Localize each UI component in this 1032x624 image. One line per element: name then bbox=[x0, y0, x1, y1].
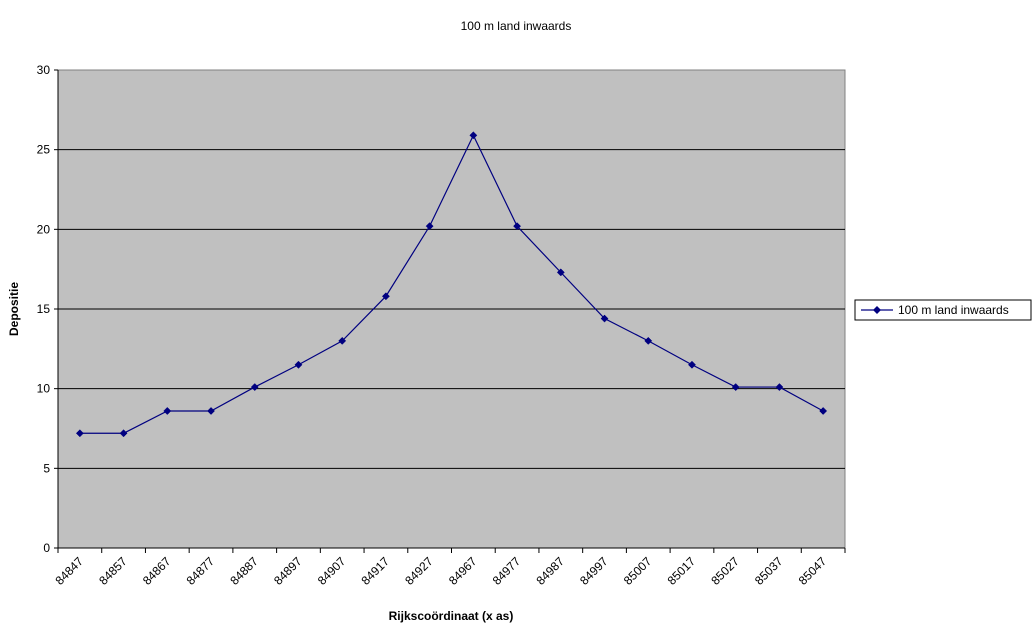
data-point bbox=[513, 222, 522, 231]
data-point bbox=[294, 360, 303, 369]
legend: 100 m land inwaards bbox=[854, 299, 1032, 321]
data-point bbox=[556, 268, 565, 277]
x-tick-label: 85037 bbox=[752, 554, 786, 588]
data-point bbox=[207, 407, 215, 415]
x-tick-label: 84887 bbox=[227, 554, 261, 588]
data-point bbox=[75, 429, 84, 438]
data-point bbox=[425, 222, 434, 231]
data-point bbox=[731, 383, 740, 392]
series-layer bbox=[75, 131, 828, 438]
data-point bbox=[644, 336, 653, 345]
x-axis-ticks: 84847 84857 84867 84877 84887 84897 84907 84917… bbox=[52, 548, 846, 588]
legend-box bbox=[854, 299, 1032, 321]
x-tick-label: 84907 bbox=[315, 554, 349, 588]
x-tick-label: 85007 bbox=[621, 554, 655, 588]
x-tick-label: 84867 bbox=[140, 554, 174, 588]
x-tick-label: 84847 bbox=[52, 554, 86, 588]
x-tick-label: 85047 bbox=[796, 554, 830, 588]
x-tick-label: 85017 bbox=[665, 554, 699, 588]
y-axis-title: Depositie bbox=[7, 282, 21, 336]
data-point bbox=[381, 292, 390, 301]
legend-series-marker bbox=[873, 306, 881, 314]
x-tick-label: 84977 bbox=[490, 554, 524, 588]
data-point bbox=[600, 314, 609, 323]
y-tick-label: 25 bbox=[37, 143, 51, 157]
chart-title: 100 m land inwaards bbox=[461, 19, 572, 33]
x-tick-label: 84927 bbox=[402, 554, 436, 588]
legend-series-label: 100 m land inwaards bbox=[898, 303, 1009, 317]
series-line bbox=[79, 133, 824, 434]
y-tick-label: 0 bbox=[43, 541, 50, 555]
y-tick-label: 10 bbox=[37, 382, 51, 396]
x-tick-label: 84987 bbox=[533, 554, 567, 588]
data-point bbox=[819, 407, 828, 415]
data-point bbox=[688, 360, 696, 369]
data-point bbox=[338, 336, 347, 345]
y-tick-label: 20 bbox=[37, 222, 51, 236]
x-tick-label: 84877 bbox=[184, 554, 218, 588]
x-tick-label: 84997 bbox=[577, 554, 611, 588]
y-tick-label: 30 bbox=[37, 63, 51, 77]
data-point bbox=[163, 407, 172, 415]
gridlines bbox=[58, 149, 845, 469]
data-point bbox=[775, 383, 784, 392]
x-tick-label: 84967 bbox=[446, 554, 480, 588]
y-tick-label: 5 bbox=[43, 461, 50, 475]
x-tick-label: 84897 bbox=[271, 554, 305, 588]
data-point bbox=[469, 131, 478, 140]
y-tick-label: 15 bbox=[37, 302, 51, 316]
x-tick-label: 85027 bbox=[708, 554, 742, 588]
data-point bbox=[119, 429, 128, 438]
data-point bbox=[250, 383, 259, 392]
x-tick-label: 84917 bbox=[359, 554, 393, 588]
x-axis-title: Rijkscoördinaat (x as) bbox=[389, 609, 514, 623]
x-tick-label: 84857 bbox=[96, 554, 130, 588]
